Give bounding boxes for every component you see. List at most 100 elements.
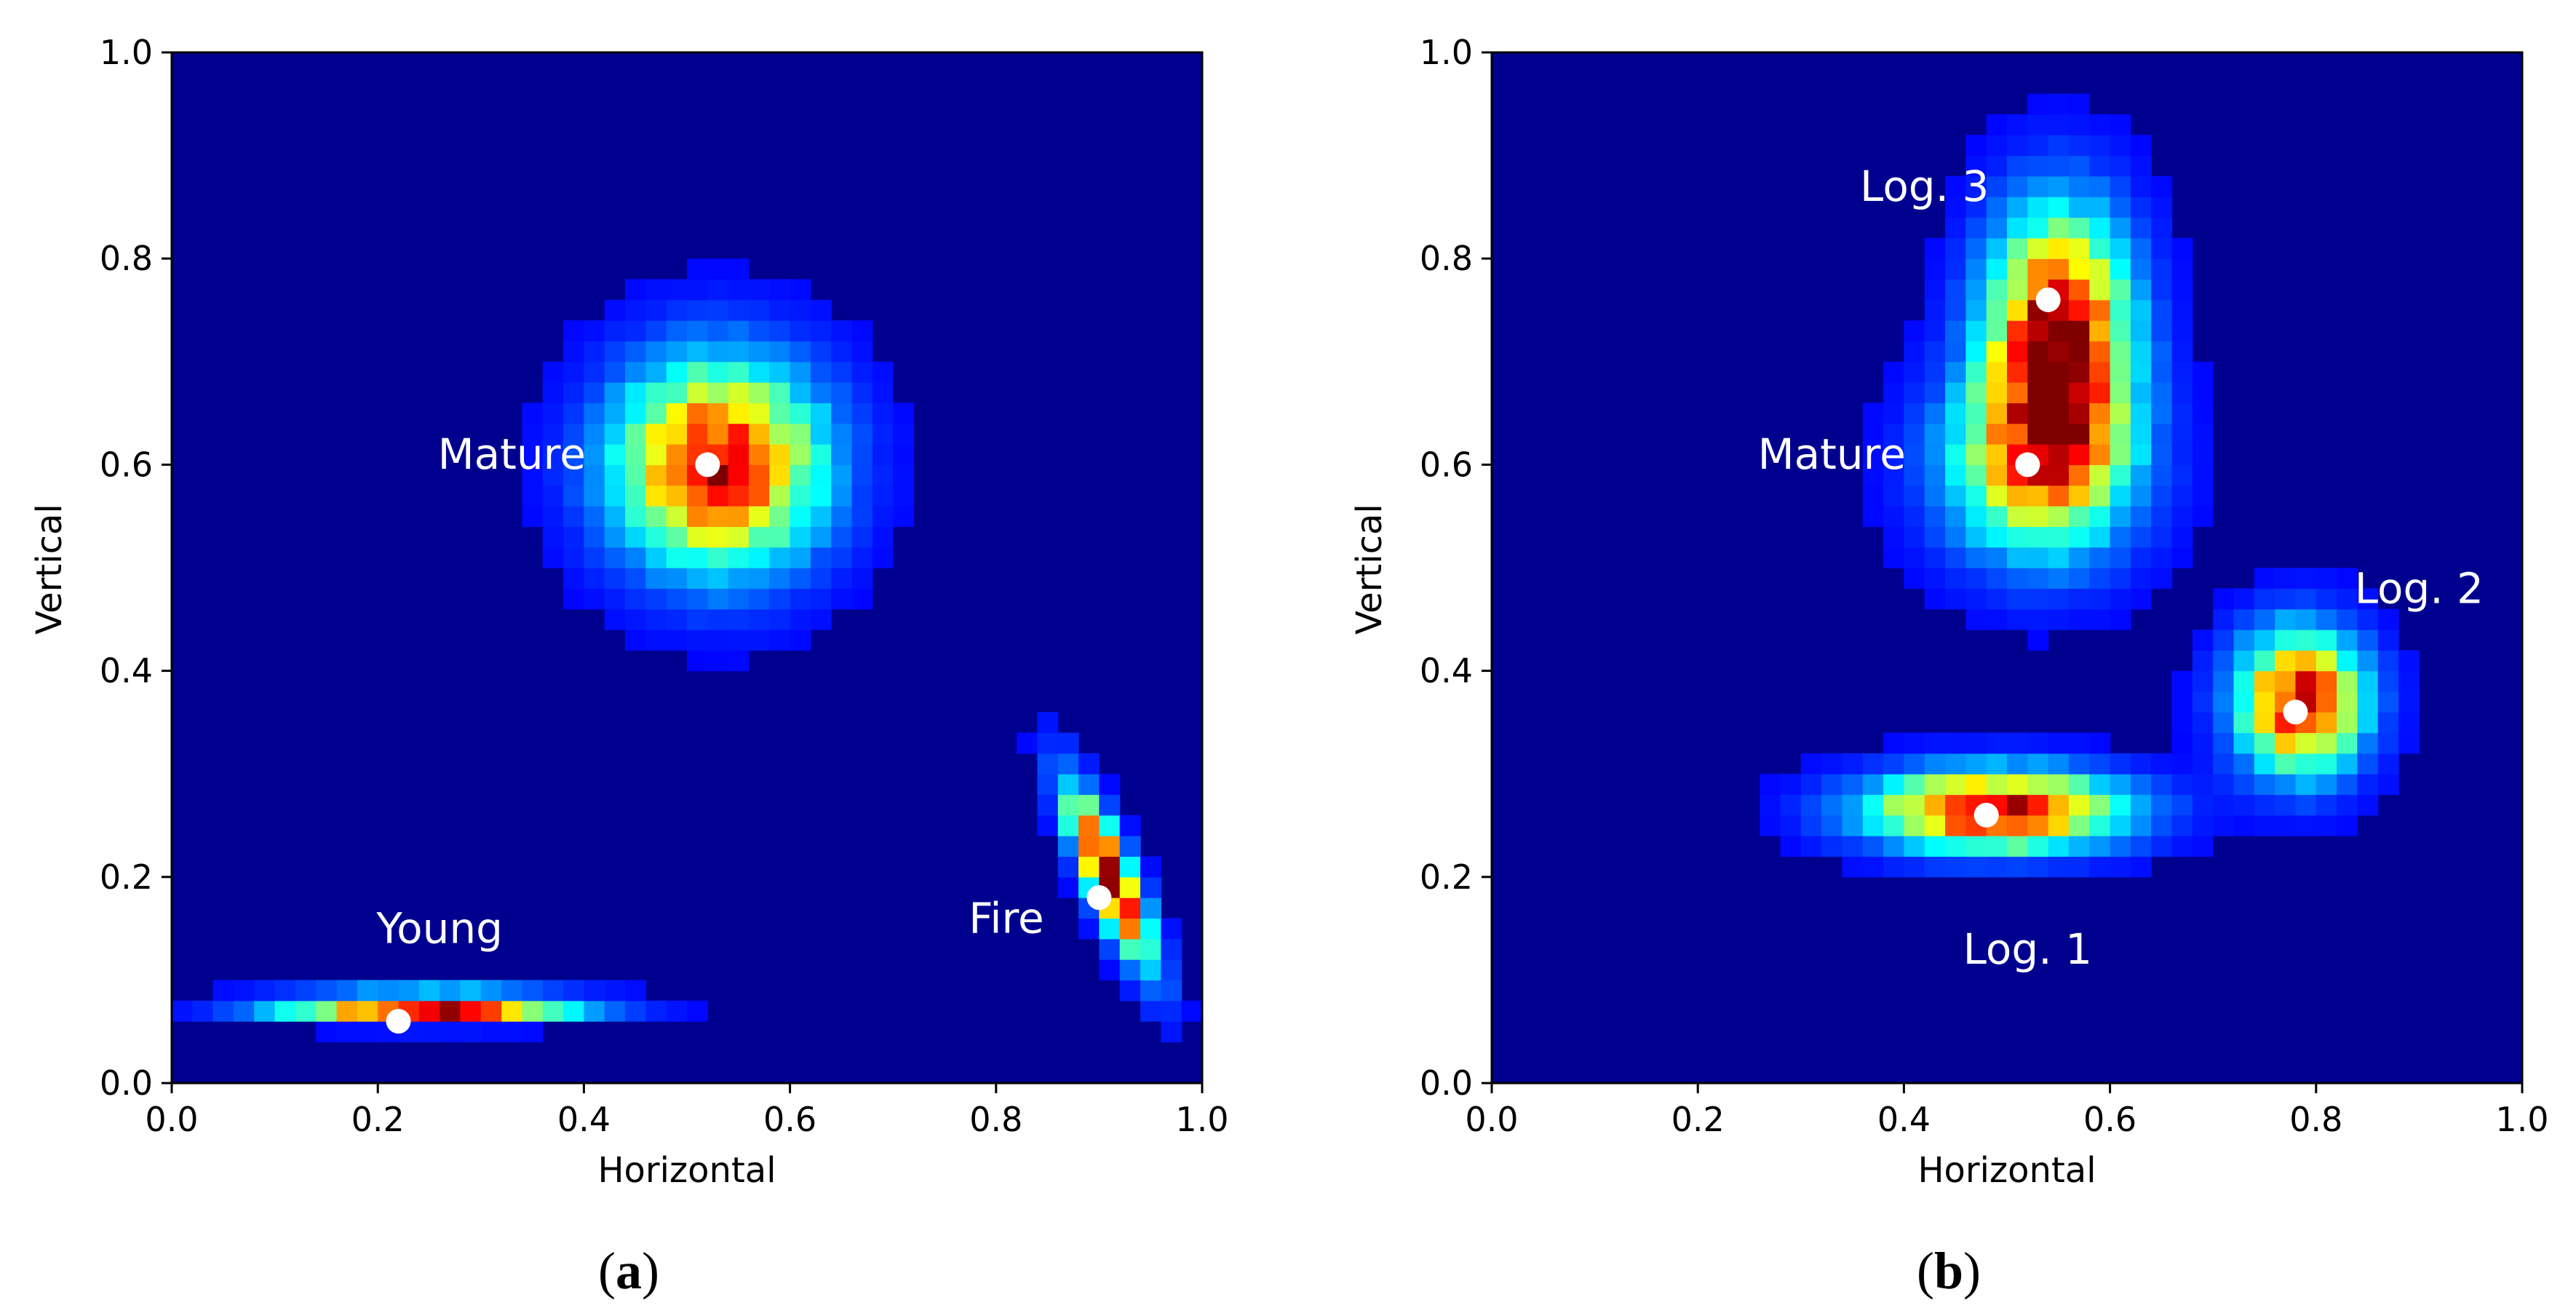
heatmap-cell [2337, 814, 2358, 836]
heatmap-cell [707, 609, 729, 630]
heatmap-cell [1883, 547, 1904, 568]
heatmap-cell [2337, 588, 2358, 610]
heatmap-cell [2110, 237, 2131, 259]
heatmap-cell [2068, 794, 2090, 816]
heatmap-cell [584, 423, 605, 445]
heatmap-cell [1986, 423, 2008, 445]
heatmap-cell [2130, 856, 2152, 878]
heatmap-cell [707, 258, 729, 280]
heatmap-cell [645, 341, 667, 362]
heatmap-cell [1780, 836, 1802, 857]
heatmap-cell [2192, 485, 2214, 507]
heatmap-cell [831, 423, 853, 445]
heatmap-cell [563, 980, 584, 1002]
heatmap-cell [2089, 814, 2111, 836]
heatmap-cell [625, 629, 646, 651]
panel-b-caption: (b) [1917, 1242, 1981, 1300]
heatmap-cell [542, 403, 564, 424]
heatmap-cell [1904, 506, 1925, 527]
y-tick-label: 1.0 [100, 33, 153, 72]
heatmap-cell [2068, 568, 2090, 589]
heatmap-cell [1883, 464, 1904, 486]
heatmap-cell [2048, 423, 2070, 445]
heatmap-cell [1140, 980, 1161, 1002]
heatmap-cell [2130, 464, 2152, 486]
heatmap-cell [2089, 361, 2111, 383]
x-tick-label: 0.6 [2083, 1100, 2136, 1139]
heatmap-cell [2048, 814, 2070, 836]
heatmap-cell [2315, 691, 2337, 713]
panel-a-cluster-centers [386, 452, 1112, 1034]
heatmap-cell [2151, 175, 2173, 197]
heatmap-cell [1965, 155, 1987, 177]
heatmap-cell [480, 1021, 502, 1042]
heatmap-cell [1945, 464, 1966, 486]
heatmap-cell [872, 444, 894, 465]
heatmap-cell [790, 526, 811, 548]
heatmap-cell [851, 382, 873, 404]
heatmap-cell [2171, 361, 2193, 383]
heatmap-cell [1945, 175, 1966, 197]
heatmap-cell [790, 547, 811, 568]
heatmap-cell [2315, 753, 2337, 774]
heatmap-cell [2275, 629, 2297, 651]
panel-a-frame [170, 51, 1204, 1085]
heatmap-cell [1904, 320, 1925, 342]
heatmap-cell [1986, 568, 2008, 589]
heatmap-cell [542, 444, 564, 465]
heatmap-cell [2027, 114, 2049, 135]
heatmap-cell [728, 506, 750, 527]
panel-b-annotations: Log. 3 Mature Log. 2 Log. 1 [1758, 162, 2484, 974]
panel-a-xlabel: Horizontal [597, 1150, 776, 1191]
heatmap-cell [1800, 836, 1822, 857]
heatmap-cell [625, 279, 646, 301]
heatmap-cell [707, 526, 729, 548]
heatmap-cell [522, 444, 544, 465]
heatmap-cell [1821, 836, 1843, 857]
heatmap-cell [542, 382, 564, 404]
heatmap-cell [2377, 753, 2399, 774]
heatmap-cell [418, 1021, 440, 1042]
heatmap-cell [2089, 836, 2111, 857]
heatmap-cell [1883, 814, 1904, 836]
heatmap-cell [2337, 629, 2358, 651]
heatmap-cell [728, 464, 750, 486]
heatmap-cell [1904, 856, 1925, 878]
panel-a-axes: 0.0 0.2 0.4 0.6 0.8 1.0 0.0 0.2 0.4 0.6 0.8 1.0 [100, 33, 1229, 1139]
heatmap-cell [1140, 876, 1161, 898]
heatmap-cell [1862, 485, 1884, 507]
heatmap-cell [2337, 650, 2358, 672]
heatmap-cell [1760, 774, 1781, 796]
heatmap-cell [2007, 299, 2028, 321]
cluster-center-log-3 [2035, 287, 2061, 312]
heatmap-cell [2130, 175, 2152, 197]
heatmap-cell [480, 1000, 502, 1022]
heatmap-cell [604, 423, 626, 445]
heatmap-cell [810, 361, 832, 383]
panel-b-heatmap [1492, 52, 2522, 1083]
heatmap-cell [2337, 753, 2358, 774]
heatmap-cell [2048, 464, 2070, 486]
heatmap-cell [1161, 918, 1182, 940]
heatmap-cell [1924, 403, 1946, 424]
heatmap-cell [604, 382, 626, 404]
heatmap-cell [212, 1000, 234, 1022]
heatmap-cell [2171, 299, 2193, 321]
heatmap-cell [604, 1000, 626, 1022]
heatmap-cell [1842, 814, 1864, 836]
heatmap-cell [1924, 547, 1946, 568]
heatmap-cell [625, 299, 646, 321]
heatmap-cell [2007, 547, 2028, 568]
cluster-label-log-3: Log. 3 [1860, 162, 1989, 211]
heatmap-cell [2110, 114, 2131, 135]
heatmap-cell [2151, 361, 2173, 383]
heatmap-cell [625, 382, 646, 404]
heatmap-cell [2007, 217, 2028, 239]
heatmap-cell [2377, 650, 2399, 672]
heatmap-cell [2233, 753, 2255, 774]
heatmap-cell [563, 1000, 584, 1022]
heatmap-cell [645, 506, 667, 527]
heatmap-cell [1945, 279, 1966, 301]
x-tick-label: 0.2 [1671, 1100, 1725, 1139]
heatmap-cell [1986, 732, 2008, 754]
